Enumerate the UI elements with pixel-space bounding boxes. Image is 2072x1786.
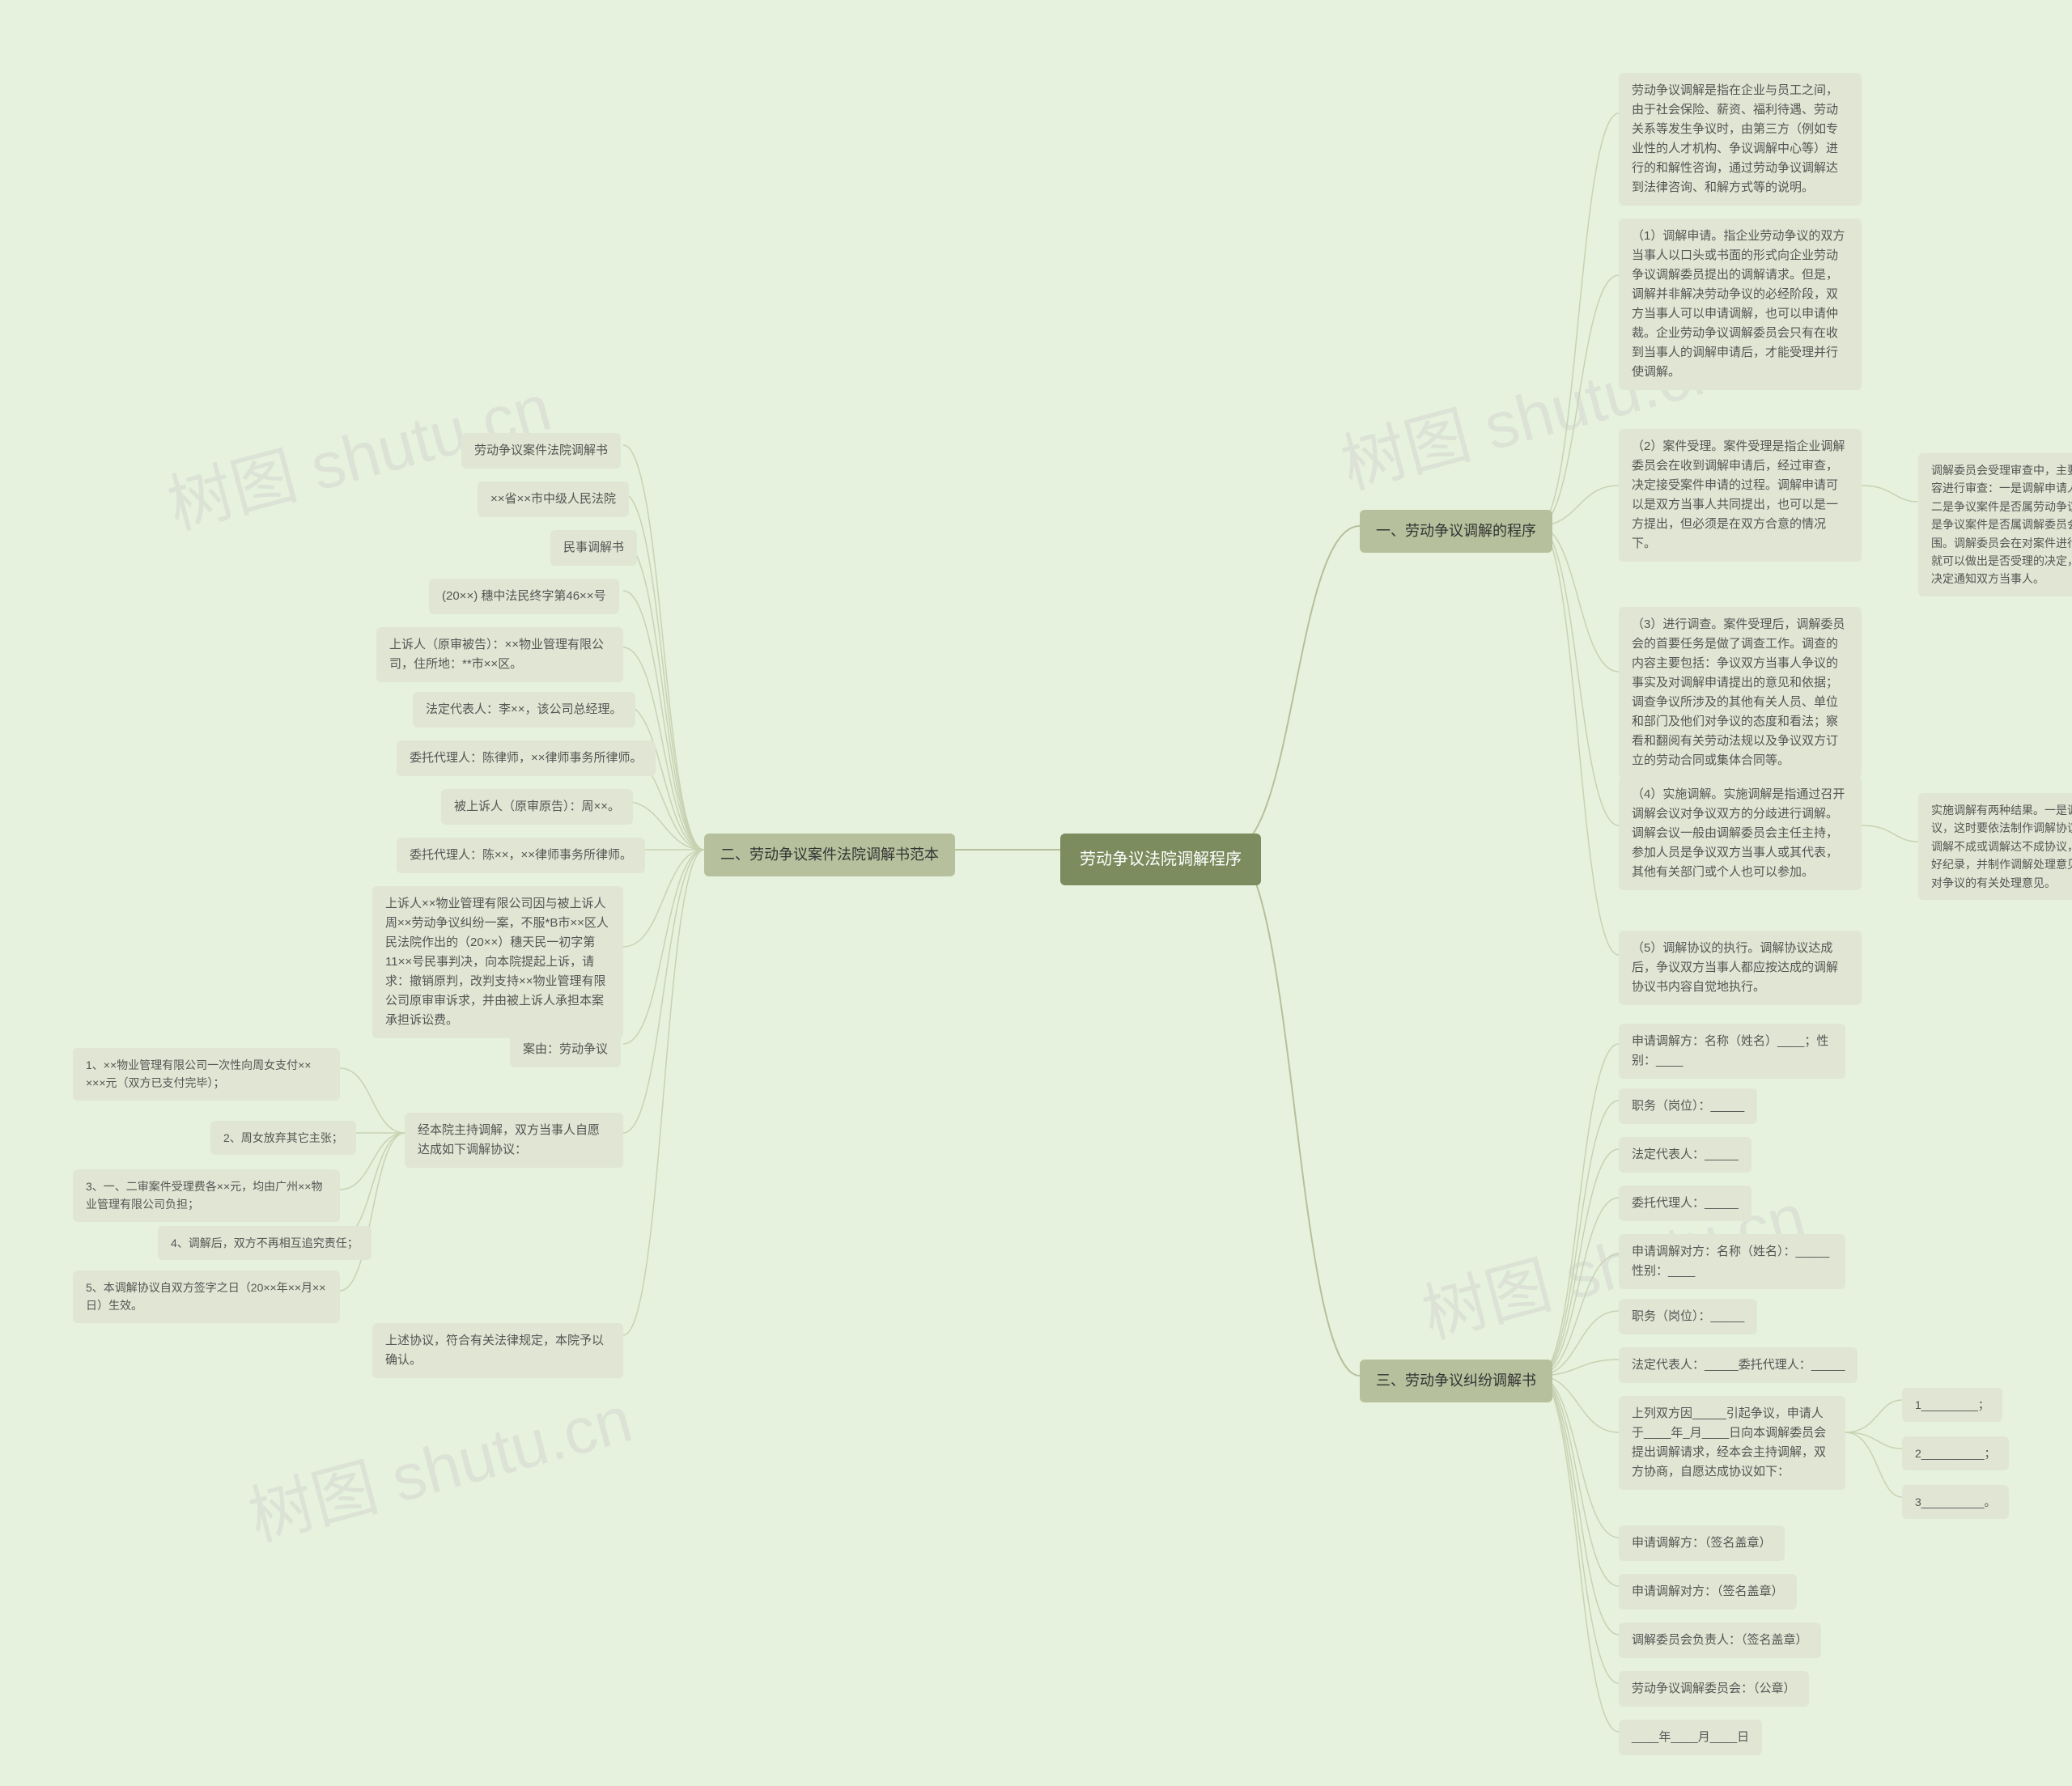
b2-item: ××省××市中级人民法院: [478, 481, 629, 517]
b1-item: 劳动争议调解是指在企业与员工之间，由于社会保险、薪资、福利待遇、劳动关系等发生争…: [1619, 73, 1862, 206]
b1-item: （3）进行调查。案件受理后，调解委员会的首要任务是做了调查工作。调查的内容主要包…: [1619, 607, 1862, 778]
b3-item: 调解委员会负责人：（签名盖章）: [1619, 1623, 1821, 1658]
b2-item: 委托代理人：陈××，××律师事务所律师。: [397, 838, 645, 873]
b3-item: 职务（岗位）：_____: [1619, 1088, 1757, 1124]
b1-item: （1）调解申请。指企业劳动争议的双方当事人以口头或书面的形式向企业劳动争议调解委…: [1619, 218, 1862, 390]
b2-item: 案由：劳动争议: [510, 1032, 621, 1067]
b3-item: 法定代表人：_____: [1619, 1137, 1751, 1173]
b3-item-sub: 1_________；: [1902, 1388, 2002, 1422]
b2-item: 经本院主持调解，双方当事人自愿达成如下调解协议：: [405, 1113, 623, 1168]
b2-item-sub: 1、××物业管理有限公司一次性向周女支付×× ×××元（双方已支付完毕）；: [73, 1048, 340, 1101]
b2-item: 法定代表人：李××，该公司总经理。: [413, 692, 635, 728]
b2-item: (20××) 穗中法民终字第46××号: [429, 579, 619, 614]
b3-item: 申请调解方：（签名盖章）: [1619, 1525, 1785, 1561]
b3-item: 职务（岗位）：_____: [1619, 1299, 1757, 1334]
b3-item: ____年____月____日: [1619, 1720, 1762, 1755]
b2-item: 被上诉人（原审原告）：周××。: [441, 789, 633, 825]
branch1-title: 一、劳动争议调解的程序: [1360, 510, 1552, 553]
b2-item: 上述协议，符合有关法律规定，本院予以确认。: [372, 1323, 623, 1378]
b1-item-sub: 调解委员会受理审查中，主要就三项内容进行审查：一是调解申请人的资格；二是争议案件…: [1918, 453, 2072, 596]
b3-item: 劳动争议调解委员会：（公章）: [1619, 1671, 1809, 1707]
b1-item: （5）调解协议的执行。调解协议达成后，争议双方当事人都应按达成的调解协议书内容自…: [1619, 931, 1862, 1005]
b2-item-sub: 2、周女放弃其它主张；: [210, 1121, 356, 1155]
b2-item: 上诉人××物业管理有限公司因与被上诉人周××劳动争议纠纷一案，不服*B市××区人…: [372, 886, 623, 1038]
b1-item-sub: 实施调解有两种结果。一是调解达成协议，这时要依法制作调解协议书。二是调解不成或调…: [1918, 793, 2072, 900]
b1-item: （2）案件受理。案件受理是指企业调解委员会在收到调解申请后，经过审查，决定接受案…: [1619, 429, 1862, 562]
b3-item-sub: 2__________；: [1902, 1436, 2009, 1470]
branch3-title: 三、劳动争议纠纷调解书: [1360, 1360, 1552, 1402]
b2-item: 委托代理人：陈律师，××律师事务所律师。: [397, 740, 656, 776]
b2-item-sub: 3、一、二审案件受理费各××元，均由广州××物业管理有限公司负担；: [73, 1169, 340, 1222]
watermark: 树图 shutu.cn: [237, 1367, 640, 1559]
b2-item: 上诉人（原审被告）：××物业管理有限公司，住所地：**市××区。: [376, 627, 623, 682]
b2-item: 民事调解书: [550, 530, 637, 566]
b1-item: （4）实施调解。实施调解是指通过召开调解会议对争议双方的分歧进行调解。调解会议一…: [1619, 777, 1862, 890]
branch2-title: 二、劳动争议案件法院调解书范本: [704, 834, 955, 876]
root-node: 劳动争议法院调解程序: [1060, 834, 1261, 885]
b3-item: 申请调解对方：（签名盖章）: [1619, 1574, 1797, 1610]
b2-item: 劳动争议案件法院调解书: [461, 433, 621, 469]
b3-item: 申请调解对方：名称（姓名）：_____性别：____: [1619, 1234, 1845, 1289]
b2-item-sub: 4、调解后，双方不再相互追究责任；: [158, 1226, 372, 1260]
b2-item-sub: 5、本调解协议自双方签字之日（20××年××月××日）生效。: [73, 1271, 340, 1323]
b3-item: 申请调解方：名称（姓名）____；性别：____: [1619, 1024, 1845, 1079]
b3-item-sub: 3__________。: [1902, 1485, 2009, 1519]
b3-item: 上列双方因_____引起争议，申请人于____年_月____日向本调解委员会提出…: [1619, 1396, 1845, 1490]
b3-item: 法定代表人：_____委托代理人：_____: [1619, 1347, 1858, 1383]
b3-item: 委托代理人：_____: [1619, 1186, 1751, 1221]
